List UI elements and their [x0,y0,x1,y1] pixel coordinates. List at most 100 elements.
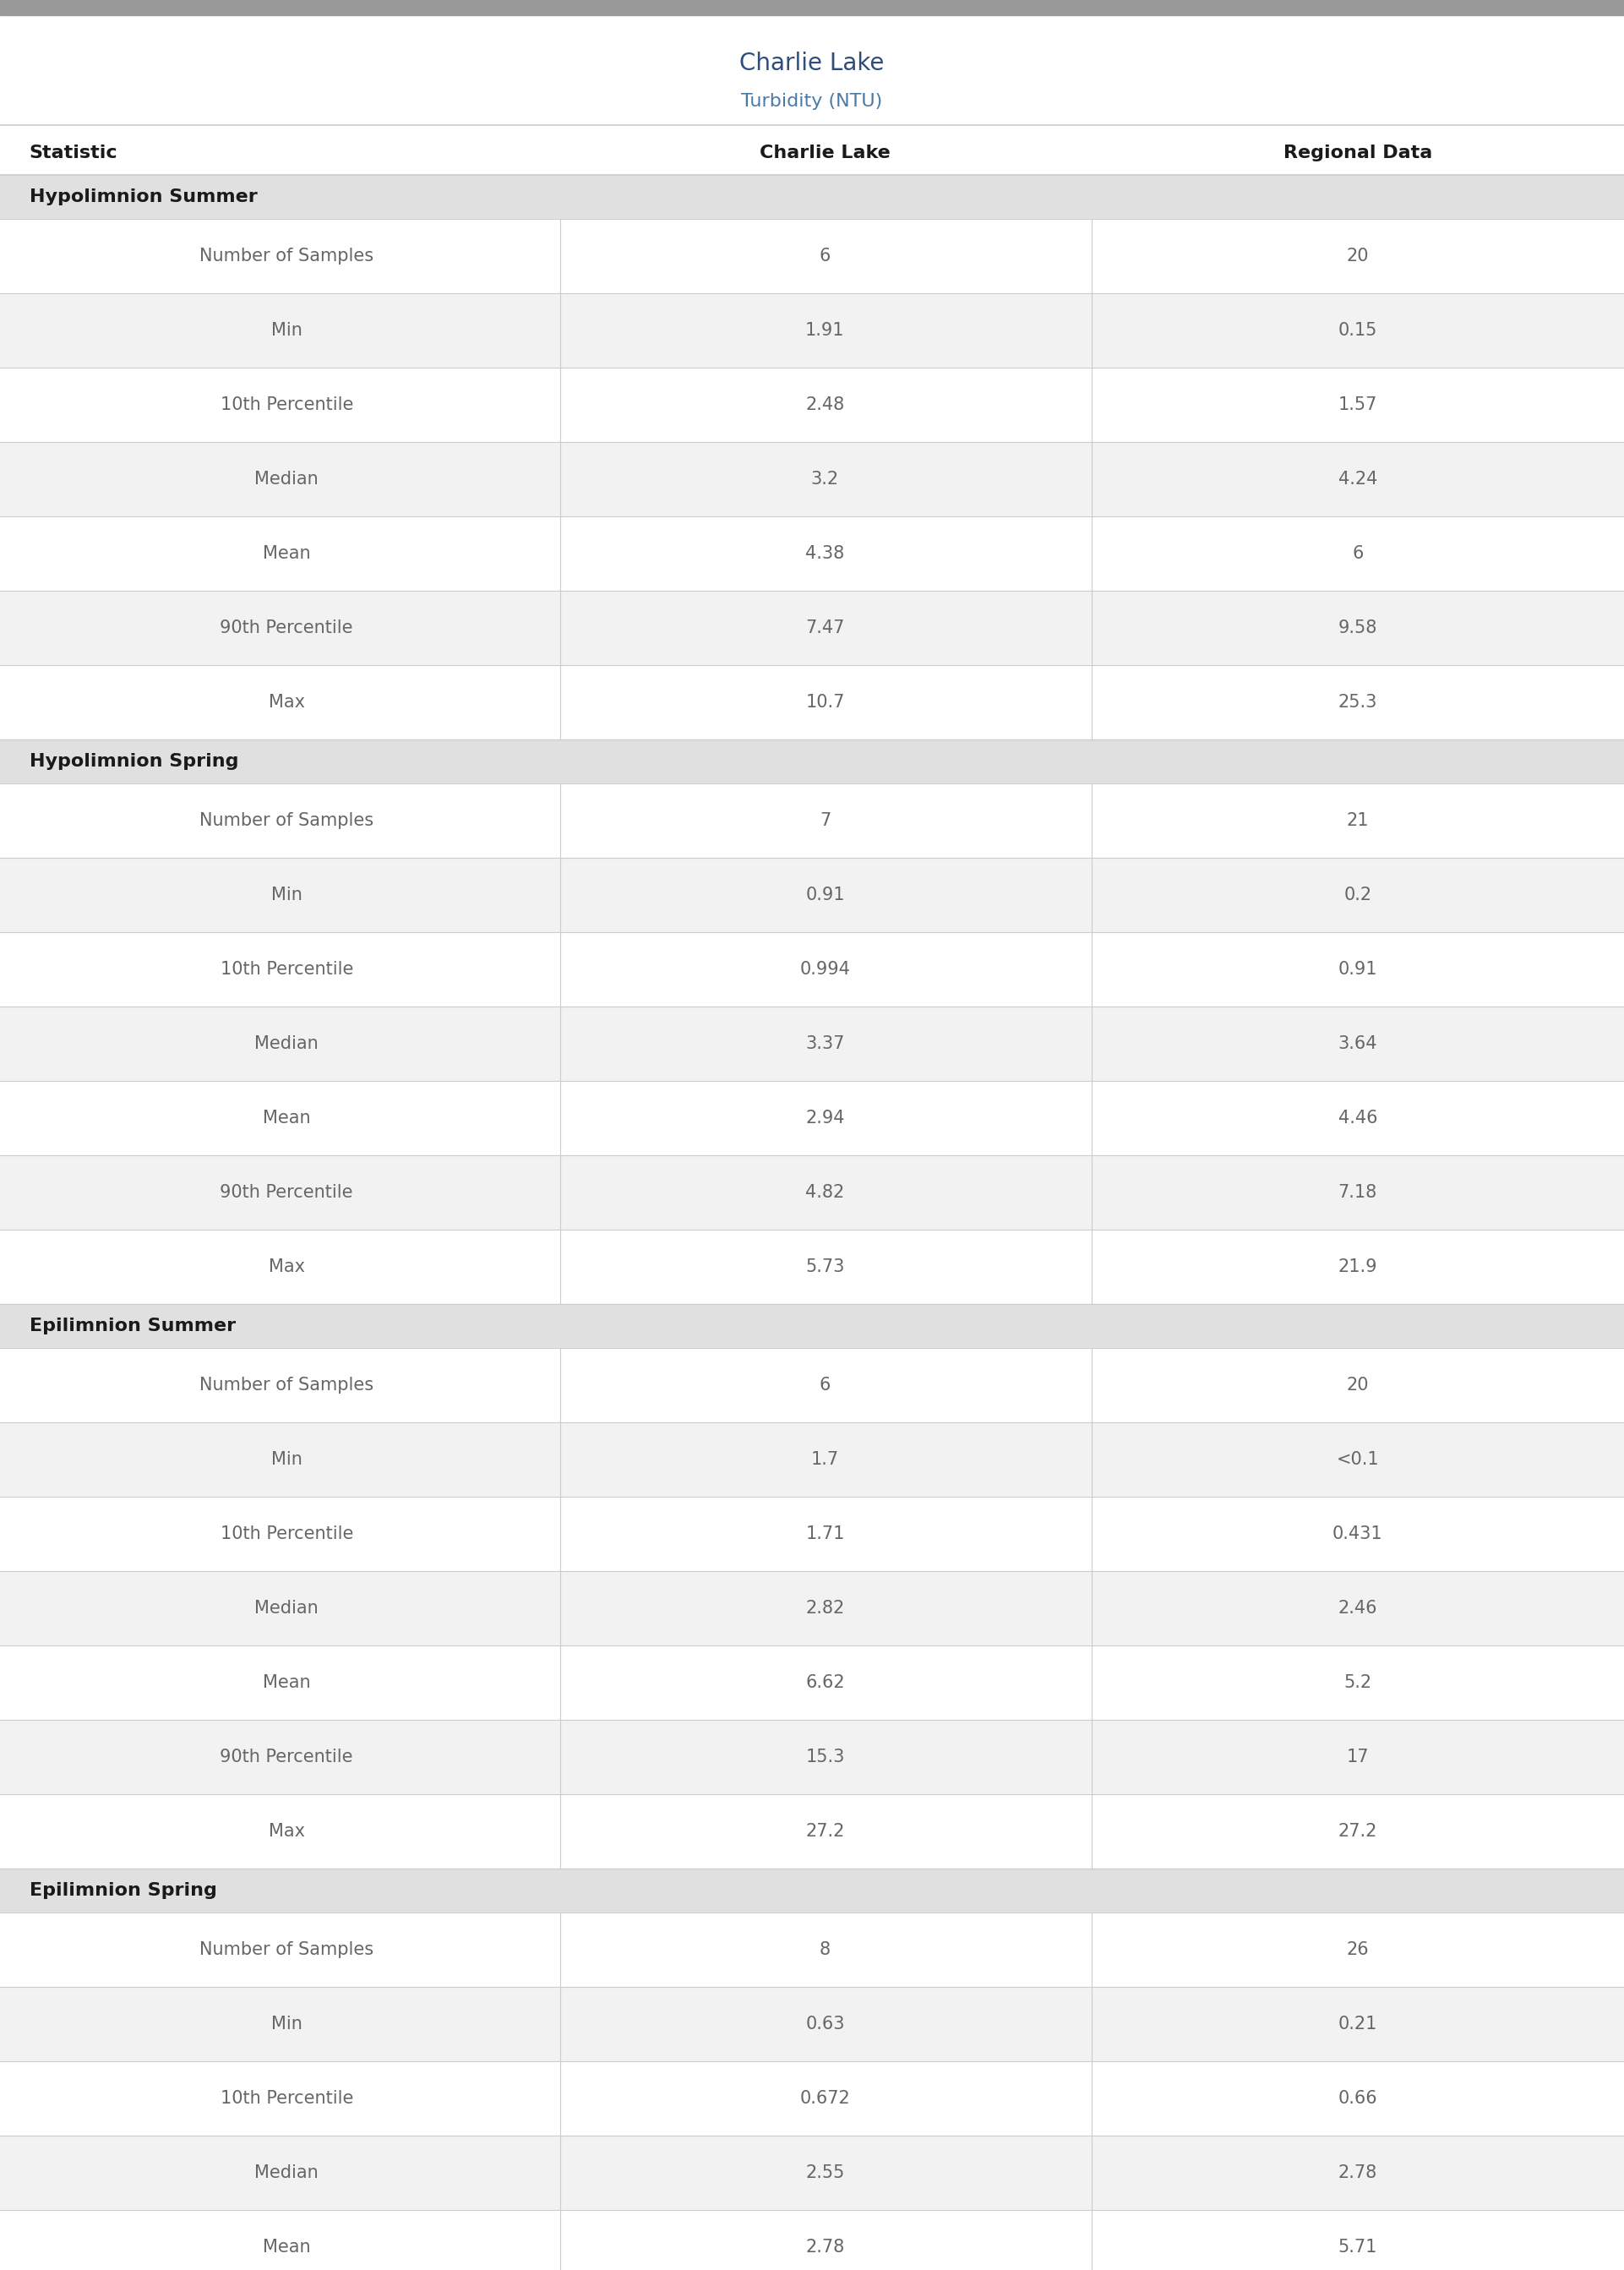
Text: 6: 6 [1353,545,1363,563]
Text: 2.82: 2.82 [806,1600,844,1616]
Text: 1.7: 1.7 [810,1451,840,1469]
Bar [0,933,1624,1006]
Text: Number of Samples: Number of Samples [200,247,374,266]
Text: 10.7: 10.7 [806,695,844,711]
Bar [0,443,1624,515]
Text: Max: Max [268,1258,305,1276]
Text: 2.78: 2.78 [1338,2163,1377,2181]
Bar [0,1006,1624,1081]
Bar [0,1155,1624,1230]
Text: 5.73: 5.73 [806,1258,844,1276]
Text: Min: Min [271,888,302,903]
Text: <0.1: <0.1 [1337,1451,1379,1469]
Text: 90th Percentile: 90th Percentile [221,1748,352,1766]
Text: 0.672: 0.672 [799,2091,851,2107]
Text: Hypolimnion Spring: Hypolimnion Spring [29,754,239,770]
Text: 26: 26 [1346,1941,1369,1959]
Text: Median: Median [255,2163,318,2181]
Text: Turbidity (NTU): Turbidity (NTU) [741,93,883,109]
Text: 21.9: 21.9 [1338,1258,1377,1276]
Text: Charlie Lake: Charlie Lake [739,52,885,75]
Text: 4.46: 4.46 [1338,1110,1377,1126]
Text: 6.62: 6.62 [806,1675,844,1691]
Bar [0,1986,1624,2061]
Bar [0,1571,1624,1646]
Text: Number of Samples: Number of Samples [200,1376,374,1394]
Text: 4.82: 4.82 [806,1185,844,1201]
Bar [0,858,1624,933]
Text: 0.431: 0.431 [1332,1525,1384,1541]
Text: Min: Min [271,1451,302,1469]
Bar [0,1496,1624,1571]
Bar [0,665,1624,740]
Text: 8: 8 [820,1941,830,1959]
Text: 0.66: 0.66 [1338,2091,1377,2107]
Text: 0.15: 0.15 [1338,322,1377,338]
Text: Epilimnion Summer: Epilimnion Summer [29,1317,235,1335]
Text: Median: Median [255,1600,318,1616]
Text: Min: Min [271,2016,302,2032]
Text: 2.94: 2.94 [806,1110,844,1126]
Bar [0,1868,1624,1914]
Bar [0,2211,1624,2270]
Bar [0,0,1624,16]
Text: 1.71: 1.71 [806,1525,844,1541]
Bar [0,1721,1624,1793]
Text: 90th Percentile: 90th Percentile [221,1185,352,1201]
Text: 90th Percentile: 90th Percentile [221,620,352,636]
Text: Charlie Lake: Charlie Lake [760,145,890,161]
Bar [0,783,1624,858]
Text: 0.2: 0.2 [1343,888,1372,903]
Text: 10th Percentile: 10th Percentile [221,2091,352,2107]
Bar [0,740,1624,783]
Text: Mean: Mean [263,1110,310,1126]
Bar [0,175,1624,218]
Text: 20: 20 [1346,247,1369,266]
Text: Epilimnion Spring: Epilimnion Spring [29,1882,216,1900]
Bar [0,1914,1624,1986]
Bar [0,1230,1624,1303]
Bar [0,515,1624,590]
Text: Hypolimnion Summer: Hypolimnion Summer [29,188,257,204]
Text: 3.64: 3.64 [1338,1035,1377,1053]
Text: 1.57: 1.57 [1338,397,1377,413]
Text: 7.47: 7.47 [806,620,844,636]
Bar [0,590,1624,665]
Text: Number of Samples: Number of Samples [200,1941,374,1959]
Bar [0,1348,1624,1423]
Bar [0,368,1624,443]
Text: Max: Max [268,1823,305,1839]
Bar [0,1646,1624,1721]
Text: Max: Max [268,695,305,711]
Text: 5.71: 5.71 [1338,2238,1377,2256]
Text: 6: 6 [820,1376,830,1394]
Text: 7.18: 7.18 [1338,1185,1377,1201]
Text: 2.78: 2.78 [806,2238,844,2256]
Text: Median: Median [255,1035,318,1053]
Text: 4.38: 4.38 [806,545,844,563]
Text: Number of Samples: Number of Samples [200,813,374,829]
Bar [0,2136,1624,2211]
Text: Mean: Mean [263,2238,310,2256]
Bar [0,1423,1624,1496]
Text: 2.55: 2.55 [806,2163,844,2181]
Text: Min: Min [271,322,302,338]
Bar [0,1793,1624,1868]
Text: 10th Percentile: 10th Percentile [221,1525,352,1541]
Bar [0,218,1624,293]
Bar [0,293,1624,368]
Text: 15.3: 15.3 [806,1748,844,1766]
Text: Mean: Mean [263,545,310,563]
Text: Mean: Mean [263,1675,310,1691]
Text: 0.91: 0.91 [806,888,844,903]
Text: 0.21: 0.21 [1338,2016,1377,2032]
Text: 0.91: 0.91 [1338,960,1377,978]
Text: 6: 6 [820,247,830,266]
Bar [0,2061,1624,2136]
Text: Statistic: Statistic [29,145,117,161]
Text: 25.3: 25.3 [1338,695,1377,711]
Text: 10th Percentile: 10th Percentile [221,397,352,413]
Text: 2.46: 2.46 [1338,1600,1377,1616]
Text: 9.58: 9.58 [1338,620,1377,636]
Text: 0.63: 0.63 [806,2016,844,2032]
